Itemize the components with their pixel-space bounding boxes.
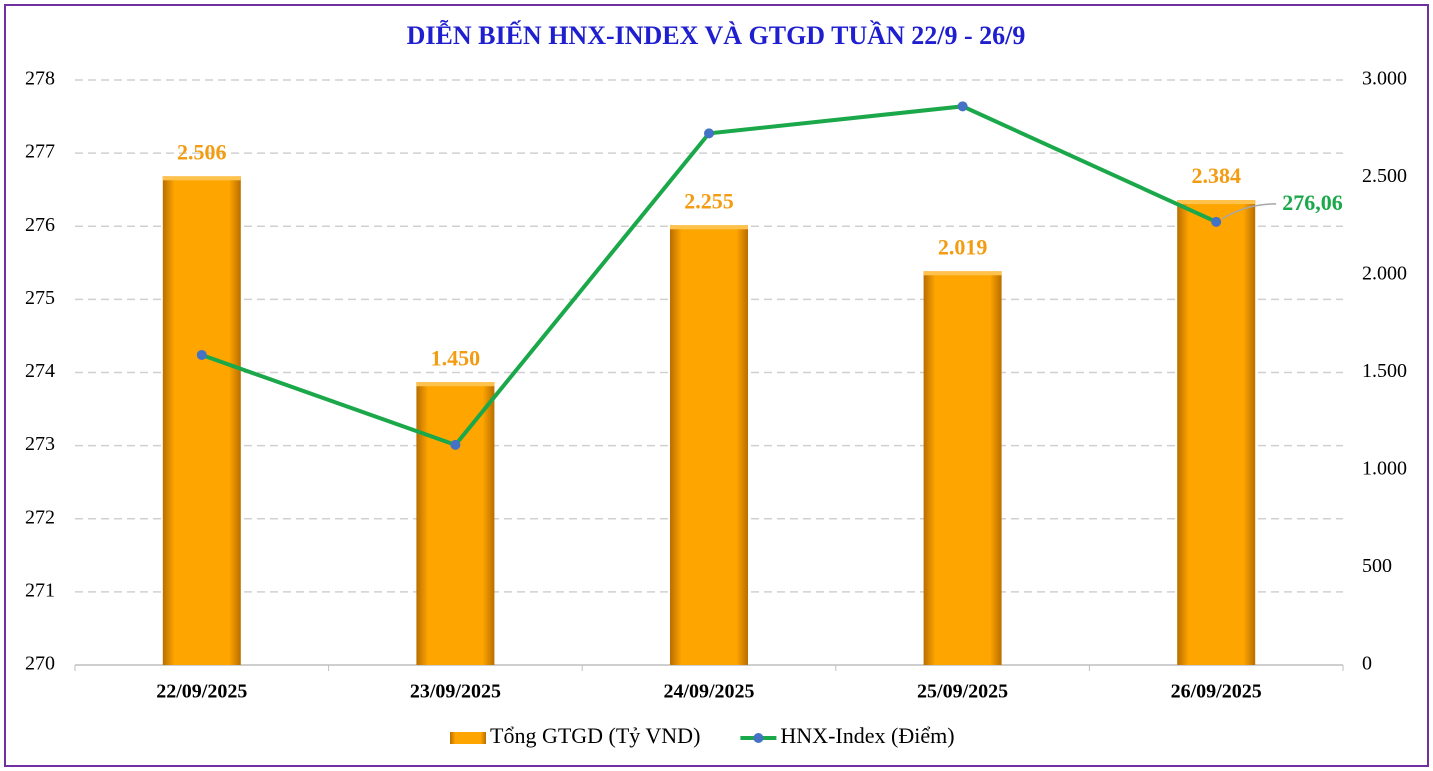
- bar-top: [670, 225, 748, 230]
- line-marker: [196, 349, 207, 360]
- bar: [923, 271, 1002, 665]
- bar: [162, 176, 241, 665]
- x-tick-label: 24/09/2025: [663, 681, 754, 703]
- chart-title: DIỄN BIẾN HNX-INDEX VÀ GTGD TUẦN 22/9 - …: [407, 21, 1026, 50]
- y2-tick-label: 3.000: [1362, 68, 1407, 90]
- legend-swatch: [450, 732, 486, 744]
- data-label: 1.450: [431, 345, 481, 370]
- data-label: 2.019: [938, 234, 988, 259]
- bar-top: [923, 271, 1002, 276]
- y-tick-label: 273: [25, 433, 55, 455]
- y2-tick-label: 1.500: [1362, 360, 1407, 382]
- data-label: 2.384: [1191, 163, 1241, 188]
- bar: [1177, 200, 1256, 665]
- y-tick-label: 275: [25, 287, 55, 309]
- y2-tick-label: 500: [1362, 555, 1392, 577]
- y2-tick-label: 2.000: [1362, 263, 1407, 285]
- label-leader: [1221, 203, 1277, 220]
- bar-top: [162, 176, 241, 181]
- bar-top: [416, 382, 495, 387]
- x-tick-label: 25/09/2025: [917, 681, 1008, 703]
- bar-top: [1177, 200, 1256, 205]
- bar: [416, 382, 495, 665]
- y-tick-label: 270: [25, 653, 55, 675]
- line-marker: [450, 439, 461, 450]
- data-label: 2.506: [177, 139, 227, 164]
- y2-tick-label: 1.000: [1362, 458, 1407, 480]
- y-tick-label: 278: [25, 68, 55, 90]
- y-tick-label: 276: [25, 214, 55, 236]
- line-marker: [704, 128, 714, 139]
- y-tick-label: 274: [25, 360, 55, 382]
- y-tick-label: 277: [25, 141, 55, 163]
- legend-marker: [753, 733, 764, 743]
- x-tick-label: 26/09/2025: [1171, 681, 1262, 703]
- bar: [670, 225, 748, 665]
- line-marker: [1211, 216, 1222, 227]
- y2-tick-label: 0: [1362, 653, 1372, 675]
- x-tick-label: 22/09/2025: [156, 681, 247, 703]
- legend-label: HNX-Index (Điểm): [780, 723, 954, 748]
- y2-tick-label: 2.500: [1362, 165, 1407, 187]
- data-label: 276,06: [1282, 190, 1343, 215]
- legend-label: Tổng GTGD (Tỷ VND): [490, 723, 700, 748]
- line-marker: [957, 101, 968, 112]
- x-tick-label: 23/09/2025: [410, 681, 501, 703]
- y-tick-label: 272: [25, 506, 55, 528]
- data-label: 2.255: [684, 188, 734, 213]
- y-tick-label: 271: [25, 579, 55, 601]
